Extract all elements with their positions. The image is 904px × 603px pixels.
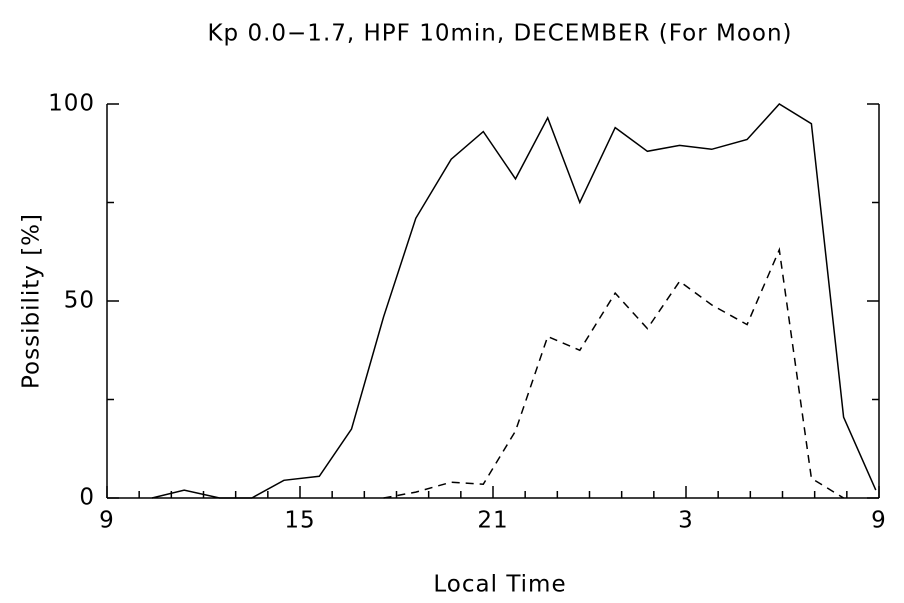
series-line <box>383 247 844 499</box>
x-tick-label: 15 <box>284 508 315 534</box>
x-tick-label: 9 <box>871 508 887 534</box>
x-tick-label: 3 <box>678 508 694 534</box>
series-line <box>151 103 877 499</box>
x-axis-label: Local Time <box>433 572 566 598</box>
y-tick-label: 100 <box>48 91 95 117</box>
x-tick-label: 21 <box>477 508 508 534</box>
y-axis-label: Possibility [%] <box>19 213 45 389</box>
y-tick-label: 0 <box>79 485 95 511</box>
y-tick-label: 50 <box>64 288 95 314</box>
x-tick-label: 9 <box>99 508 115 534</box>
chart-title: Kp 0.0−1.7, HPF 10min, DECEMBER (For Moo… <box>207 21 792 47</box>
